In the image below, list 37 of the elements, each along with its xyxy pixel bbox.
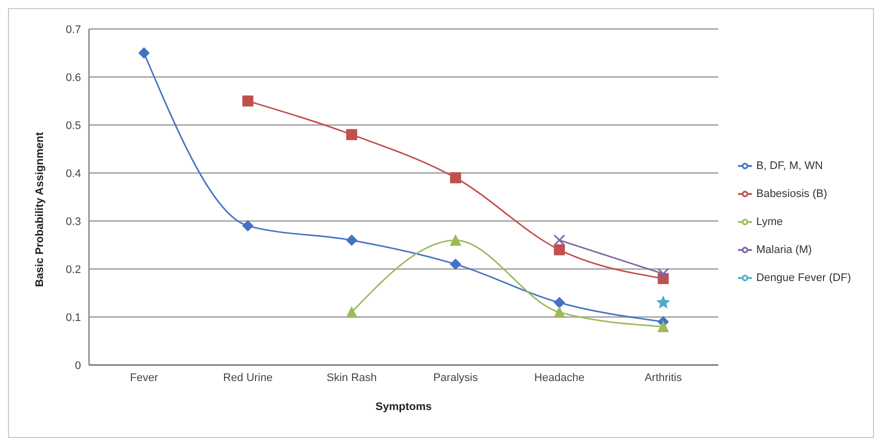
point — [242, 96, 254, 106]
point — [346, 234, 358, 246]
point — [657, 268, 669, 280]
y-axis-title: Basic Probability Assignment — [34, 132, 46, 287]
point — [658, 321, 669, 332]
legend-label: Dengue Fever (DF) — [756, 272, 851, 284]
point — [657, 296, 670, 308]
point — [450, 234, 462, 246]
y-tick-label: 0.5 — [66, 120, 81, 132]
x-tick-label: Paralysis — [433, 372, 478, 384]
legend-label: Babesiosis (B) — [756, 188, 828, 200]
x-axis-title: Symptoms — [375, 401, 432, 413]
point — [554, 306, 565, 318]
point — [450, 258, 462, 270]
y-tick-label: 0.6 — [66, 72, 81, 84]
x-tick-label: Red Urine — [223, 372, 273, 384]
point — [554, 244, 565, 256]
point — [346, 129, 358, 140]
legend-label: B, DF, M, WN — [756, 160, 823, 172]
x-tick-label: Headache — [534, 372, 584, 384]
point — [346, 306, 358, 318]
x-tick-label: Fever — [130, 372, 158, 384]
y-tick-label: 0.4 — [66, 168, 81, 180]
legend-label: Lyme — [756, 216, 783, 228]
point — [554, 297, 565, 308]
point — [138, 48, 150, 58]
x-tick-label: Skin Rash — [326, 372, 377, 384]
x-tick-label: Arthritis — [644, 372, 682, 384]
point — [450, 172, 462, 184]
y-tick-label: 0.7 — [66, 24, 81, 36]
y-tick-label: 0 — [74, 360, 81, 372]
y-tick-label: 0.2 — [66, 264, 81, 276]
y-tick-label: 0.1 — [66, 312, 81, 324]
legend-label: Malaria (M) — [756, 244, 812, 256]
point — [554, 234, 566, 246]
y-tick-label: 0.3 — [66, 216, 81, 228]
point — [242, 220, 254, 232]
